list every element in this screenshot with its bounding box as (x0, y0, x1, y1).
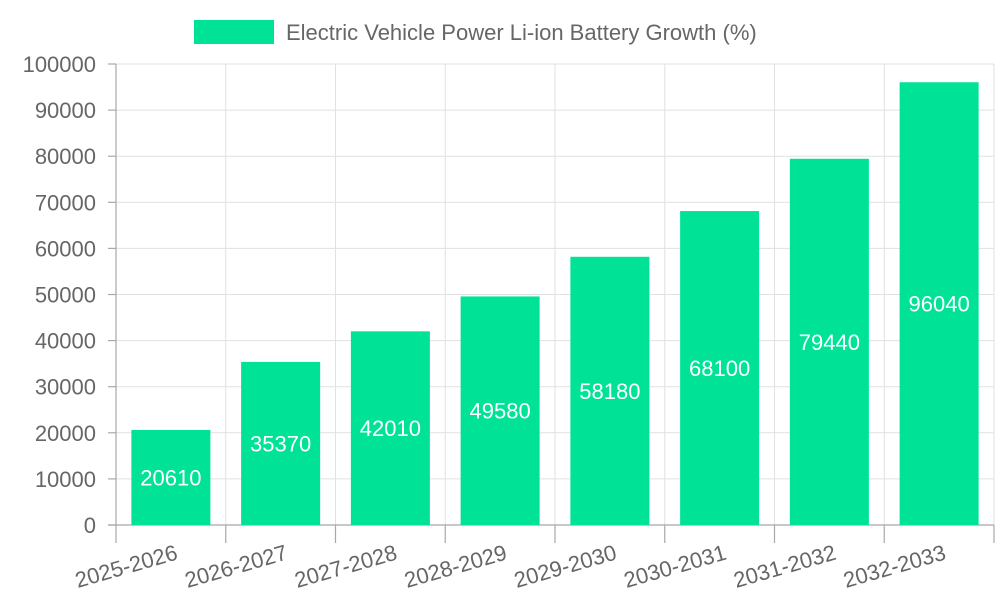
y-tick-label: 100000 (23, 52, 96, 77)
y-tick-label: 10000 (35, 467, 96, 492)
x-tick-label: 2032-2033 (840, 540, 948, 593)
x-tick-label: 2031-2032 (731, 540, 839, 593)
bar-data-label: 79440 (799, 330, 860, 355)
bars (131, 82, 979, 525)
bar-data-label: 49580 (470, 399, 531, 424)
grid (116, 63, 995, 525)
x-tick-label: 2026-2027 (182, 540, 290, 593)
bar (460, 296, 540, 525)
bar-data-label: 58180 (579, 379, 640, 404)
y-axis-ticks: 0 10000 20000 30000 40000 50000 60000 70000 8000… (23, 52, 116, 538)
legend-swatch (194, 20, 274, 44)
legend: Electric Vehicle Power Li-ion Battery Gr… (194, 20, 757, 45)
y-tick-label: 80000 (35, 144, 96, 169)
y-tick-label: 20000 (35, 421, 96, 446)
bar (570, 256, 650, 525)
bar-data-label: 96040 (909, 292, 970, 317)
y-tick-label: 90000 (35, 98, 96, 123)
y-tick-label: 70000 (35, 190, 96, 215)
bar-data-label: 35370 (250, 431, 311, 456)
y-tick-label: 0 (84, 513, 96, 538)
bar (789, 158, 869, 525)
bar (899, 82, 979, 525)
x-tick-label: 2030-2031 (621, 540, 729, 593)
bar (350, 331, 430, 525)
x-axis-ticks: 2025-2026 2026-2027 2027-2028 2028-2029 2029… (72, 525, 995, 593)
y-tick-label: 50000 (35, 283, 96, 308)
bar-data-label: 68100 (689, 356, 750, 381)
bar (680, 211, 760, 525)
x-tick-label: 2029-2030 (511, 540, 619, 593)
legend-label: Electric Vehicle Power Li-ion Battery Gr… (286, 20, 757, 45)
y-tick-label: 30000 (35, 375, 96, 400)
data-labels: 20610 35370 42010 49580 58180 68100 79440 96040 (140, 292, 969, 491)
bar-data-label: 20610 (140, 465, 201, 490)
y-tick-label: 60000 (35, 236, 96, 261)
x-tick-label: 2027-2028 (292, 540, 400, 593)
bar-data-label: 42010 (360, 416, 421, 441)
bar (241, 361, 321, 525)
bar (131, 429, 211, 525)
x-tick-label: 2028-2029 (401, 540, 509, 593)
y-tick-label: 40000 (35, 329, 96, 354)
x-tick-label: 2025-2026 (72, 540, 180, 593)
